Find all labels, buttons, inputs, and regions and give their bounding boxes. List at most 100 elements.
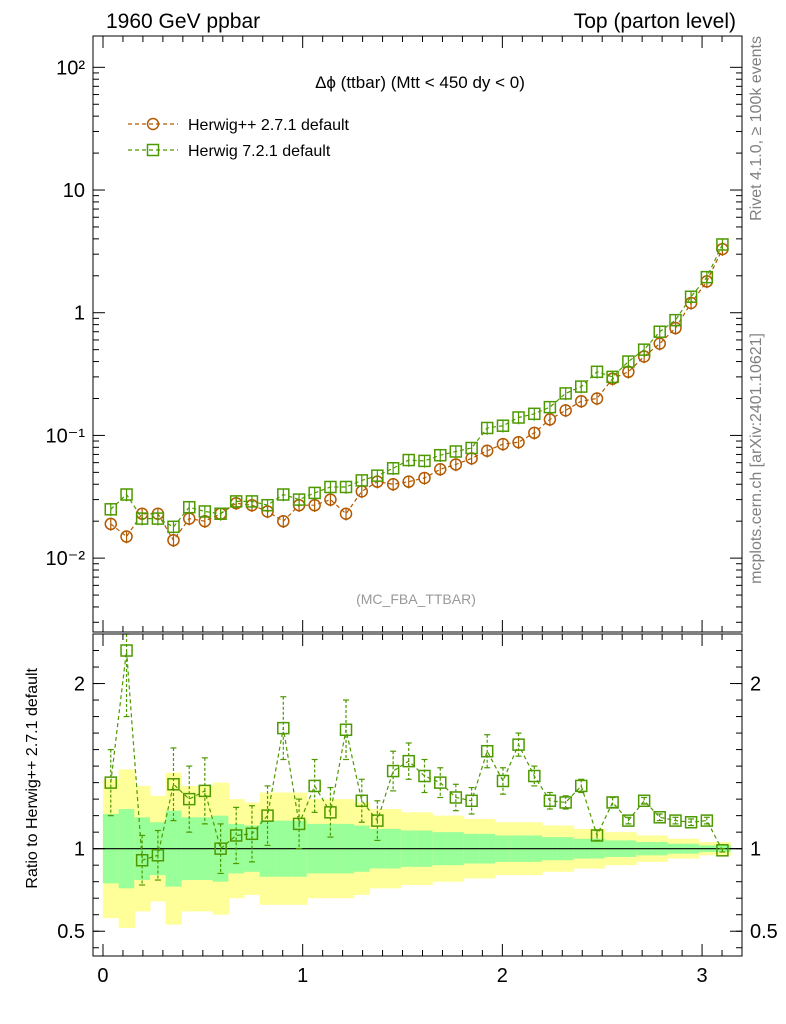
data-point [496,437,510,451]
data-point [339,507,353,520]
data-point [308,486,321,500]
data-point [480,421,494,435]
series-line [110,244,723,528]
ratio-point [183,792,196,806]
ratio-point [198,784,212,798]
ratio-point [386,764,400,778]
data-point [559,404,572,417]
ratio-point [104,776,118,789]
ratio-point [669,814,682,827]
rivet-label: Rivet 4.1.0, ≥ 100k events [748,36,765,221]
y-tick-label: 10⁻¹ [46,425,86,447]
ratio-point [559,796,572,809]
y-tick-label: 10⁻² [46,548,86,570]
data-point [434,448,447,462]
ratio-point [418,769,431,783]
data-point [386,462,400,475]
data-point [183,500,196,514]
data-point [104,503,118,516]
data-point [653,325,666,338]
data-point [512,435,525,449]
data-point [120,530,133,543]
data-point [371,469,384,482]
data-point [590,365,604,379]
ratio-y-tick-label-right: 0.5 [750,921,778,943]
main-plot-panel: 10⁻² 10⁻¹ 1 10 10² Δϕ (ttbar) (Mtt < 450 dy … [46,35,743,633]
data-point [324,480,337,494]
y-tick-label: 10 [63,180,85,202]
ratio-point [622,814,635,827]
ratio-point [449,791,463,804]
y-tick-label: 10² [56,57,85,79]
main-plot-frame [92,35,743,633]
data-point [402,475,415,488]
data-point [151,512,165,525]
series-herwig7 [104,238,729,534]
data-point [637,343,651,356]
series-herwigpp [104,242,729,548]
ratio-point [606,796,619,809]
data-point [465,441,478,455]
ratio-point [339,723,353,737]
data-point [277,488,290,501]
data-point [135,512,149,525]
data-point [277,514,290,528]
ratio-y-tick-label-right: 2 [750,674,761,696]
data-point [183,512,196,525]
data-point [167,520,180,534]
ratio-point [700,814,714,827]
data-point [543,413,557,426]
x-tick-label: 0 [97,965,108,987]
mcplots-label: mcplots.cern.ch [arXiv:2401.10621] [748,333,765,584]
ratio-point [528,769,541,783]
ratio-point [324,806,337,819]
y-tick-label: 1 [74,303,85,325]
data-point [684,290,698,303]
ratio-plot-frame [92,633,743,957]
data-point [434,463,447,476]
legend: Herwig++ 2.7.1 default Herwig 7.2.1 defa… [128,117,350,160]
data-point [574,394,588,408]
legend-label-herwigpp: Herwig++ 2.7.1 default [188,117,350,134]
legend-label-herwig7: Herwig 7.2.1 default [188,143,331,160]
data-point [402,453,415,467]
x-tick-label: 1 [297,965,308,987]
ratio-point [480,744,494,758]
data-point [198,505,212,518]
data-point [324,493,337,506]
ratio-point [465,794,478,808]
ratio-point [245,827,259,841]
energy-label: 1960 GeV ppbar [106,10,260,33]
data-point [574,380,588,393]
data-point [606,370,619,384]
data-point [496,419,510,432]
data-point [229,495,243,508]
data-point [528,407,541,421]
ratio-y-tick-label: 1 [74,839,85,861]
data-point [543,400,557,414]
data-point [308,498,321,512]
data-point [716,238,729,251]
ratio-point [261,809,274,822]
ratio-point [135,853,149,867]
ratio-y-tick-label: 2 [74,674,85,696]
data-point [339,480,353,494]
ratio-line [110,650,723,862]
ratio-point [496,774,510,788]
data-point [418,471,431,485]
legend-marker-herwigpp [146,117,160,131]
data-point [449,445,463,458]
ratio-point [637,794,651,808]
data-point [590,392,604,405]
ratio-point [277,721,290,735]
data-point [245,495,259,508]
analysis-watermark: (MC_FBA_TTBAR) [356,591,476,607]
x-tick-label: 2 [497,965,508,987]
legend-entry-herwigpp: Herwig++ 2.7.1 default [128,117,350,134]
data-point [292,493,306,506]
legend-entry-herwig7: Herwig 7.2.1 default [128,143,331,160]
data-point [120,488,133,501]
ratio-y-axis-label: Ratio to Herwig++ 2.7.1 default [24,667,41,888]
data-point [528,426,541,440]
